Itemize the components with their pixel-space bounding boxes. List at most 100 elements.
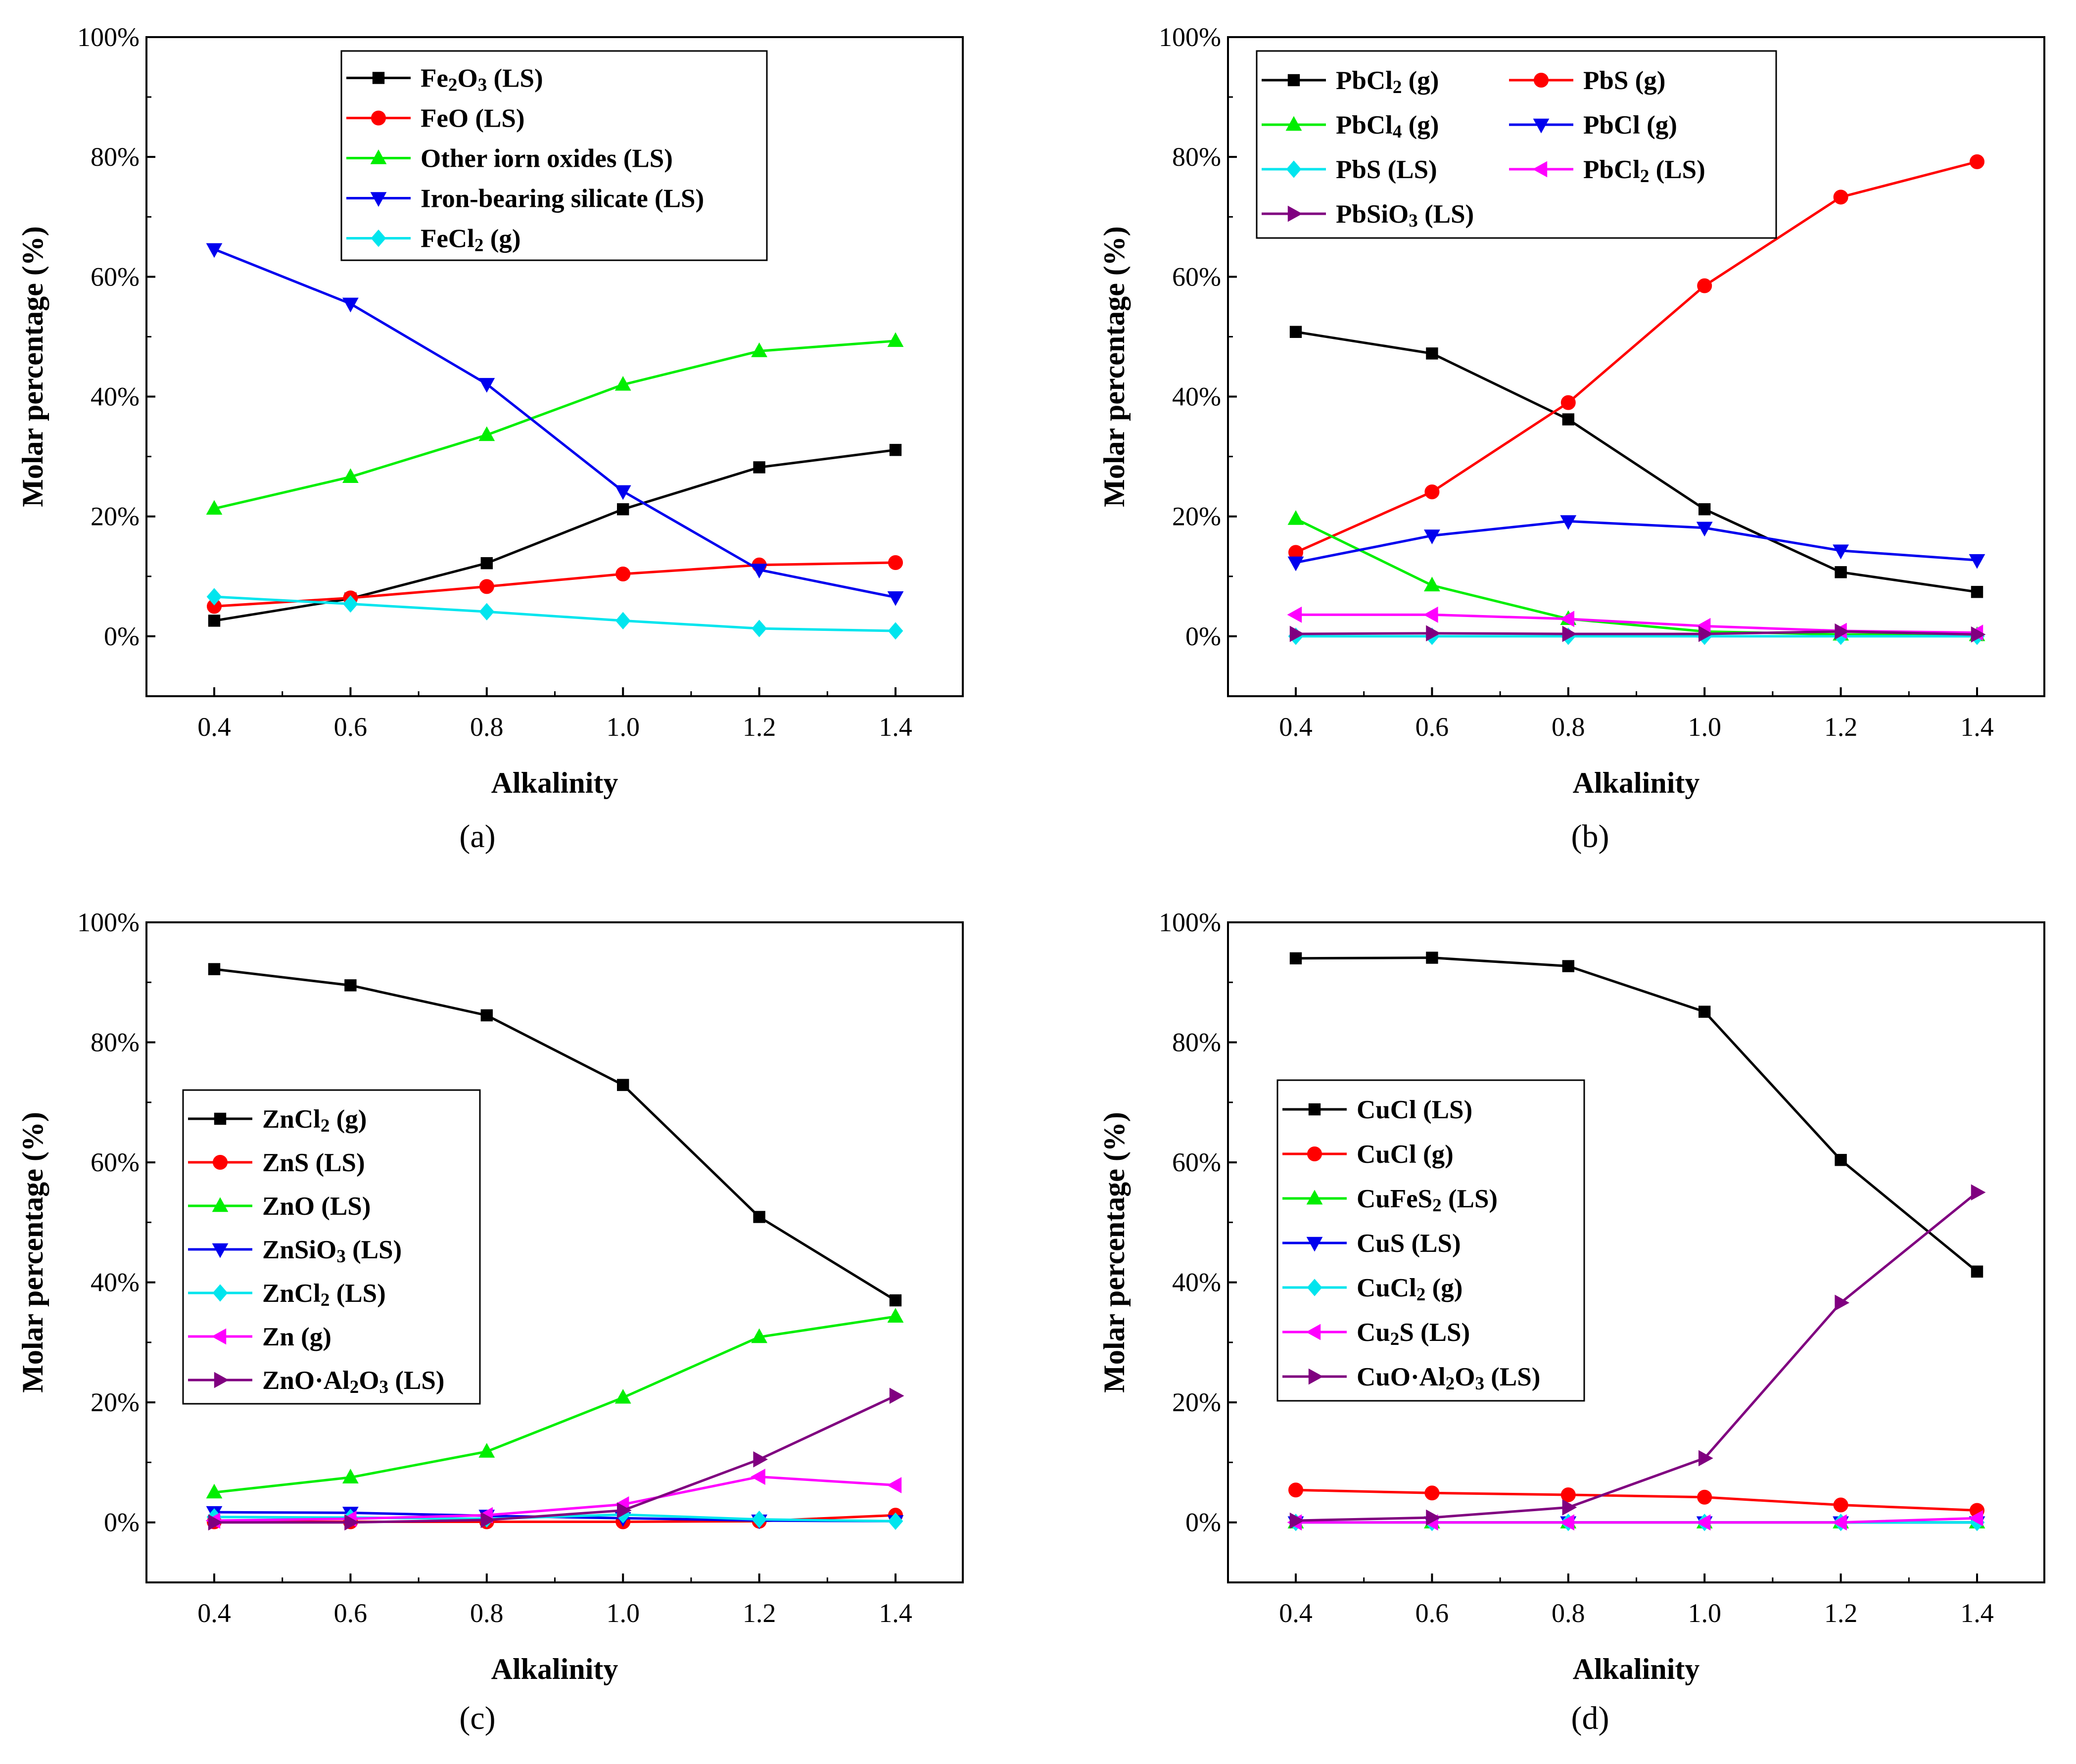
legend-item-pbcl-g: PbCl2 (g) [1262,66,1439,97]
legend-marker [1286,160,1302,178]
series-line [214,1513,896,1523]
data-point [617,1502,632,1519]
series-line [1296,613,1978,634]
data-point [480,1009,493,1022]
y-tick-label: 20% [1172,502,1221,531]
data-point [1559,611,1574,627]
y-tick-label: 60% [91,262,140,291]
legend-marker [214,1112,227,1125]
legend-marker [370,192,387,207]
y-axis-label: Molar percentage (%) [16,1112,49,1393]
y-tick-label: 20% [91,1387,140,1417]
legend-marker [214,1372,229,1388]
data-point [751,1469,765,1485]
legend-label: ZnO·Al2O3 (LS) [262,1366,444,1397]
data-point [342,468,359,483]
y-tick-label: 0% [104,1508,140,1537]
series-line [214,339,896,510]
legend-label: CuFeS2 (LS) [1357,1185,1498,1216]
legend-label: PbS (LS) [1336,155,1437,184]
legend-marker [1308,1368,1323,1385]
y-tick-label: 40% [1172,382,1221,412]
legend-label: Cu2S (LS) [1357,1318,1470,1349]
data-point [1832,1514,1847,1531]
legend-box [1256,50,1777,239]
legend-marker [212,1243,229,1258]
data-point [614,376,631,391]
legend-label: CuCl2 (g) [1357,1274,1463,1305]
data-point [1288,1482,1303,1498]
data-point [888,622,903,640]
legend-marker [1287,74,1300,87]
x-tick-label: 1.2 [743,712,776,742]
legend-label: FeCl2 (g) [421,225,521,256]
series-cuo-al-o-ls [1289,1184,1986,1529]
x-axis-label: Alkalinity [491,1653,618,1685]
x-tick-label: 1.2 [1824,712,1858,742]
series-line [1295,520,1978,564]
data-point [1289,1512,1305,1529]
legend: PbCl2 (g) PbS (g) PbCl4 (g) PbCl (g) PbS (LS… [1256,50,1777,239]
legend-label: ZnS (LS) [262,1148,365,1177]
legend-item-fe-o-ls: Fe2O3 (LS) [346,64,543,95]
data-point [752,1511,767,1528]
x-tick-label: 0.8 [1552,1598,1585,1628]
data-point [751,342,767,357]
data-point [1696,522,1713,537]
data-point [752,620,767,637]
legend-item-pbs-ls: PbS (LS) [1262,155,1437,184]
data-point [888,1512,903,1530]
x-tick-label: 1.4 [1960,712,1994,742]
chart-panel-a: 0% 20% 40% 60% 80% 100% 0.4 0.6 0.8 1.0 1.2 1.4 Alka… [16,22,964,855]
data-point [1426,625,1441,642]
data-point [1835,1294,1850,1311]
series-cu-s-ls [1287,1510,1983,1531]
legend-item-cufes-ls: CuFeS2 (LS) [1282,1185,1498,1216]
data-point [1423,606,1438,623]
x-tick-label: 1.4 [879,1598,912,1628]
series-cucl-ls [1289,952,1983,1278]
data-point [206,500,223,515]
x-tick-label: 1.2 [743,1598,776,1628]
data-point [1697,278,1712,293]
x-tick-label: 1.4 [1960,1598,1994,1628]
data-point [615,566,631,581]
data-point [1559,1514,1574,1531]
y-tick-label: 60% [1172,262,1221,291]
data-point [1562,625,1577,642]
legend-marker [1307,1279,1322,1296]
data-point [1287,606,1302,623]
legend-marker [1306,1190,1323,1205]
legend-item-iron-bearing-silicate-ls: Iron-bearing silicate (LS) [346,185,704,213]
x-tick-label: 0.6 [1415,712,1449,742]
data-point [344,979,357,992]
data-point [344,1514,359,1531]
data-point [887,591,904,606]
legend: ZnCl2 (g) ZnS (LS) ZnO (LS) ZnSiO3 (LS) ZnCl… [182,1089,481,1405]
legend-item-zns-ls: ZnS (LS) [188,1148,365,1177]
data-point [751,564,767,578]
data-point [1835,566,1847,578]
y-axis-label: Molar percentage (%) [1098,226,1131,507]
data-point [1833,190,1848,205]
data-point [1699,503,1711,516]
legend-label: PbCl2 (g) [1336,66,1439,97]
data-point [614,485,631,500]
x-tick-label: 0.4 [197,712,231,742]
legend-marker [371,110,386,126]
series-zno-ls [206,1308,904,1499]
panel-label: (d) [1571,1700,1609,1736]
series-other-iorn-oxides-ls [206,332,904,515]
x-tick-label: 1.4 [879,712,912,742]
series-line [1295,331,1978,593]
legend-label: CuS (LS) [1357,1229,1461,1258]
panel-label: (a) [459,818,495,855]
data-point [888,555,903,570]
x-tick-label: 0.6 [334,1598,368,1628]
legend-marker [211,1328,227,1345]
x-tick-label: 1.2 [1824,1598,1858,1628]
legend-marker [371,229,386,247]
y-tick-label: 0% [1185,1508,1221,1537]
x-tick-label: 0.4 [1279,712,1313,742]
